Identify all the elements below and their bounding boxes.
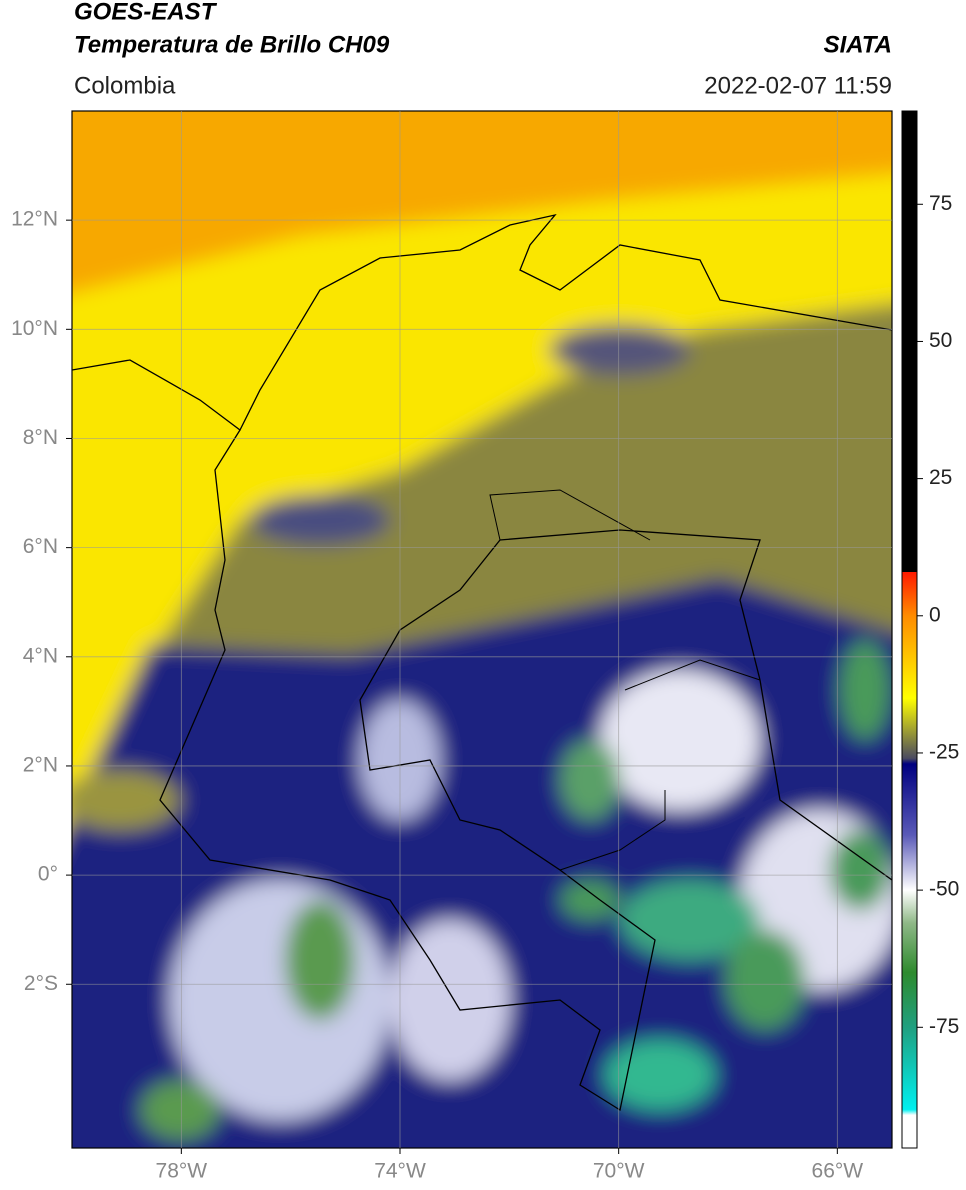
colorbar — [901, 110, 918, 1149]
y-tick-label: 6°N — [23, 535, 58, 558]
colorbar-tick-label: 25 — [929, 466, 952, 489]
y-tick-label: 8°N — [23, 426, 58, 449]
y-tick-label: 10°N — [11, 317, 58, 340]
colorbar-tick-label: 0 — [929, 603, 941, 626]
colorbar-tick-label: -25 — [929, 740, 959, 763]
subtitle: Temperatura de Brillo CH09 — [74, 31, 390, 58]
y-tick-label: 4°N — [23, 644, 58, 667]
map-frame — [71, 110, 893, 1149]
x-tick-label: 78°W — [156, 1160, 208, 1183]
imagery — [72, 111, 892, 1148]
y-tick-label: 12°N — [11, 208, 58, 231]
x-tick-label: 70°W — [593, 1160, 645, 1183]
y-tick-label: 0° — [38, 863, 58, 886]
source: SIATA — [824, 31, 892, 58]
date: 2022-02-07 11:59 — [704, 72, 892, 99]
y-tick-label: 2°N — [23, 753, 58, 776]
colorbar-tick-label: 75 — [929, 192, 952, 215]
region: Colombia — [74, 72, 176, 99]
x-tick-label: 66°W — [812, 1160, 864, 1183]
y-tick-label: 2°S — [24, 972, 58, 995]
colorbar-tick-label: -50 — [929, 878, 959, 901]
colorbar-tick-label: 50 — [929, 329, 952, 352]
x-tick-label: 74°W — [374, 1160, 426, 1183]
colorbar-tick-label: -75 — [929, 1015, 959, 1038]
title: GOES-EAST — [74, 0, 218, 25]
